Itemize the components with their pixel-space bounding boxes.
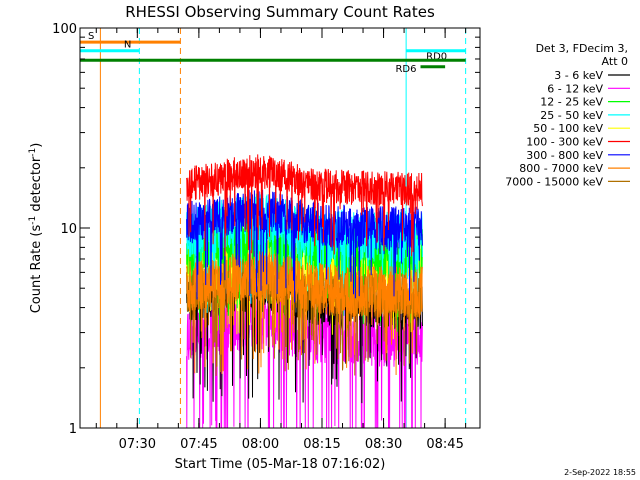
x-tick-label-4: 08:30 xyxy=(365,437,402,452)
axes-layer: 1 10 100 07:30 07:45 08:00 08:15 08:30 08:45 xyxy=(52,22,480,452)
x-axis-label: Start Time (05-Mar-18 07:16:02) xyxy=(175,457,386,472)
y-label-sup1: -1 xyxy=(28,216,38,225)
x-tick-label-0: 07:30 xyxy=(119,437,156,452)
y-label-main: Count Rate (s xyxy=(29,225,44,314)
chart-title: RHESSI Observing Summary Count Rates xyxy=(125,3,435,21)
y-label-mid: detector xyxy=(29,156,44,216)
series-800-7000keV xyxy=(186,250,423,376)
x-tick-label-2: 08:00 xyxy=(242,437,279,452)
footer-date: 2-Sep-2022 18:55 xyxy=(564,468,636,477)
y-tick-label-1: 10 xyxy=(60,222,77,237)
x-tick-label-1: 07:45 xyxy=(180,437,217,452)
legend-label-1: 6 - 12 keV xyxy=(547,82,603,95)
legend-header-2: Att 0 xyxy=(602,55,628,68)
legend-label-4: 50 - 100 keV xyxy=(533,122,603,135)
bar-label-S: S xyxy=(88,31,94,42)
series-layer xyxy=(186,154,423,429)
x-tick-label-3: 08:15 xyxy=(303,437,340,452)
y-label-sup2: -1 xyxy=(28,148,38,157)
legend-label-8: 7000 - 15000 keV xyxy=(505,175,603,188)
legend-label-7: 800 - 7000 keV xyxy=(519,162,603,175)
bars-layer: S N RD0 RD6 xyxy=(80,31,466,75)
series-100-300keV xyxy=(186,154,423,257)
x-tick-label-5: 08:45 xyxy=(426,437,463,452)
bar-label-RD0: RD0 xyxy=(426,52,447,63)
y-label-end: ) xyxy=(29,143,44,148)
legend-header-1: Det 3, FDecim 3, xyxy=(536,42,628,55)
legend-label-3: 25 - 50 keV xyxy=(540,109,603,122)
legend-label-5: 100 - 300 keV xyxy=(526,136,603,149)
y-tick-label-2: 100 xyxy=(52,22,77,37)
legend-label-2: 12 - 25 keV xyxy=(540,96,603,109)
bar-label-N: N xyxy=(124,40,131,51)
legend-label-0: 3 - 6 keV xyxy=(554,69,603,82)
bar-label-RD6: RD6 xyxy=(395,64,416,75)
legend-label-6: 300 - 800 keV xyxy=(526,149,603,162)
y-tick-label-0: 1 xyxy=(69,422,77,437)
y-axis-label: Count Rate (s-1 detector-1) xyxy=(28,143,44,314)
